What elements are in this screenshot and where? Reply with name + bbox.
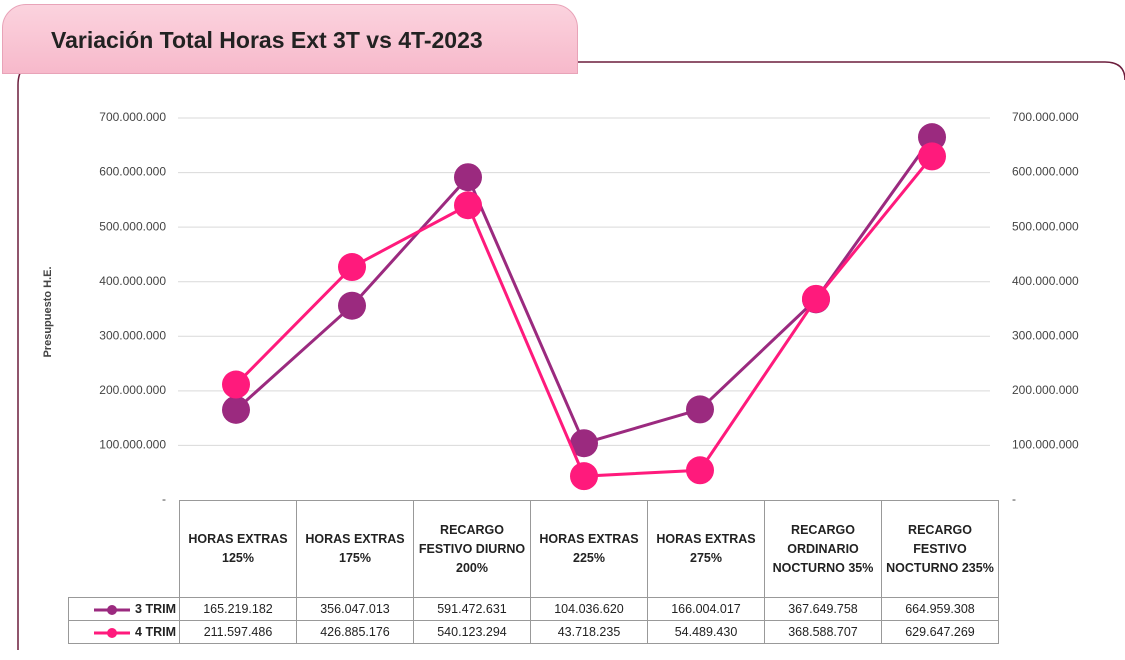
data-label: 356.047.013 bbox=[296, 597, 414, 621]
series-line bbox=[234, 136, 934, 446]
data-point bbox=[222, 370, 250, 399]
category-label: HORAS EXTRAS 275% bbox=[647, 500, 765, 598]
data-label: 368.588.707 bbox=[764, 620, 882, 644]
y2-tick-label: 500.000.000 bbox=[1012, 219, 1079, 233]
data-label: 664.959.308 bbox=[881, 597, 999, 621]
y-tick-label: 300.000.000 bbox=[99, 328, 166, 342]
chart-title: Variación Total Horas Ext 3T vs 4T-2023 bbox=[2, 4, 578, 74]
data-point bbox=[918, 142, 946, 171]
y2-tick-label: 100.000.000 bbox=[1012, 438, 1079, 452]
data-label: 211.597.486 bbox=[179, 620, 297, 644]
legend-entry: 3 TRIM bbox=[68, 597, 180, 621]
y2-tick-label: 600.000.000 bbox=[1012, 165, 1079, 179]
data-label: 165.219.182 bbox=[179, 597, 297, 621]
y-tick-label: 700.000.000 bbox=[99, 110, 166, 124]
y-tick-label: - bbox=[162, 492, 166, 506]
y-tick-label: 600.000.000 bbox=[99, 165, 166, 179]
data-point bbox=[686, 395, 714, 424]
legend-swatch bbox=[94, 627, 131, 638]
y-axis-label: Presupuesto H.E. bbox=[42, 266, 54, 357]
category-label: HORAS EXTRAS 175% bbox=[296, 500, 414, 598]
data-table: HORAS EXTRAS 125% HORAS EXTRAS 175% RECARG… bbox=[68, 500, 999, 644]
y2-tick-label: 300.000.000 bbox=[1012, 328, 1079, 342]
data-label: 540.123.294 bbox=[413, 620, 531, 644]
data-point bbox=[570, 462, 598, 491]
data-label: 54.489.430 bbox=[647, 620, 765, 644]
data-label: 629.647.269 bbox=[881, 620, 999, 644]
legend-label: 4 TRIM bbox=[135, 625, 176, 639]
data-label: 43.718.235 bbox=[530, 620, 648, 644]
data-point bbox=[338, 291, 366, 320]
y-tick-label: 100.000.000 bbox=[99, 438, 166, 452]
data-label: 426.885.176 bbox=[296, 620, 414, 644]
legend-swatch bbox=[94, 604, 131, 615]
y2-tick-label: - bbox=[1012, 492, 1016, 506]
category-label: RECARGO FESTIVO NOCTURNO 235% bbox=[881, 500, 999, 598]
data-point bbox=[454, 191, 482, 220]
category-label: RECARGO FESTIVO DIURNO 200% bbox=[413, 500, 531, 598]
y-tick-label: 500.000.000 bbox=[99, 219, 166, 233]
y2-tick-label: 700.000.000 bbox=[1012, 110, 1079, 124]
category-label: HORAS EXTRAS 225% bbox=[530, 500, 648, 598]
data-point bbox=[918, 123, 946, 152]
data-point bbox=[222, 395, 250, 424]
data-label: 591.472.631 bbox=[413, 597, 531, 621]
legend-label: 3 TRIM bbox=[135, 602, 176, 616]
data-point bbox=[338, 253, 366, 282]
data-label: 367.649.758 bbox=[764, 597, 882, 621]
y-tick-label: 400.000.000 bbox=[99, 274, 166, 288]
legend-dot bbox=[107, 627, 118, 638]
y2-tick-label: 200.000.000 bbox=[1012, 383, 1079, 397]
data-label: 166.004.017 bbox=[647, 597, 765, 621]
y2-tick-label: 400.000.000 bbox=[1012, 274, 1079, 288]
data-label: 104.036.620 bbox=[530, 597, 648, 621]
legend-entry: 4 TRIM bbox=[68, 620, 180, 644]
data-point bbox=[802, 284, 830, 313]
y-tick-label: 200.000.000 bbox=[99, 383, 166, 397]
category-label: HORAS EXTRAS 125% bbox=[179, 500, 297, 598]
data-point bbox=[570, 429, 598, 458]
data-point bbox=[686, 456, 714, 485]
category-label: RECARGO ORDINARIO NOCTURNO 35% bbox=[764, 500, 882, 598]
data-point bbox=[454, 163, 482, 192]
legend-dot bbox=[107, 604, 118, 615]
